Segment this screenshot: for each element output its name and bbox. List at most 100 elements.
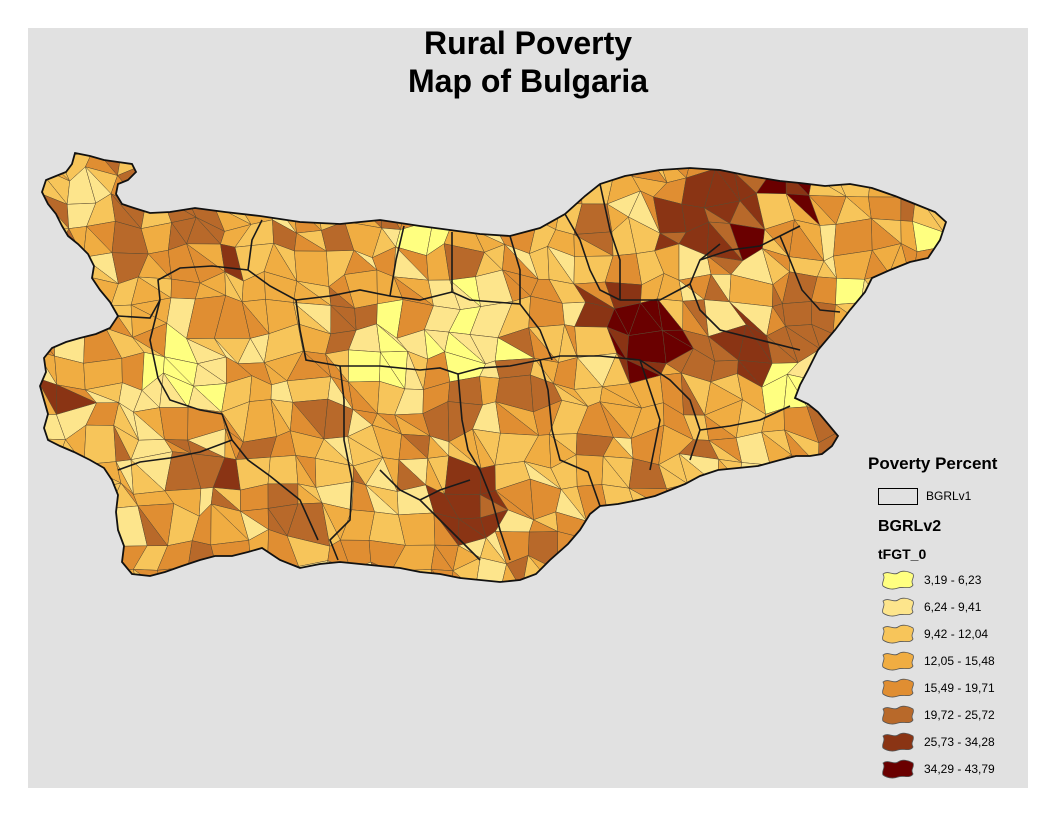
municipality-polygon [789,570,815,582]
municipality-polygon [936,296,946,338]
province-boundary-line [699,225,801,261]
municipality-polygon [864,273,890,310]
municipality-polygon [40,534,69,571]
municipality-polygon [738,462,771,482]
municipality-polygon [313,153,343,178]
municipality-polygon [899,375,922,417]
municipality-polygon [835,278,865,305]
municipality-polygon [401,167,423,198]
municipality-polygon [40,508,69,548]
municipality-polygon [406,196,434,221]
province-boundary-line [451,232,553,361]
municipality-polygon [806,378,851,412]
municipality-polygon [936,296,946,334]
legend-class-label: 3,19 - 6,23 [924,573,982,587]
municipality-polygon [682,483,721,522]
municipality-polygon [219,173,243,200]
municipality-polygon [40,451,62,478]
municipality-polygon [834,531,864,571]
province-boundary-line [379,469,471,501]
municipality-polygon [471,153,500,174]
municipality-polygon [500,563,523,582]
municipality-polygon [809,153,850,174]
municipality-polygon [156,566,202,582]
municipality-polygon [404,153,436,168]
municipality-polygon [288,174,317,204]
municipality-polygon [418,166,459,203]
municipality-polygon [884,153,929,174]
municipality-polygon [791,454,824,491]
municipality-polygon [245,153,278,179]
municipality-polygon [445,153,472,174]
municipality-polygon [734,153,770,176]
municipality-polygon [131,153,176,171]
municipality-polygon [885,337,918,362]
municipality-polygon [765,569,797,582]
province-boundary-line [539,359,601,507]
municipality-polygon [860,278,887,309]
municipality-polygon [277,153,302,176]
municipality-polygon [292,202,322,234]
municipality-polygon [834,153,873,174]
municipality-polygon [58,534,83,564]
province-boundary-line [247,219,263,271]
municipality-polygon [380,194,401,230]
municipality-polygon [159,407,189,441]
municipality-polygon [922,165,946,209]
municipality-polygon [923,531,946,571]
municipality-polygon [452,166,486,203]
municipality-polygon [832,304,877,335]
municipality-polygon [890,415,922,444]
municipality-polygon [452,200,486,231]
municipality-polygon [740,563,771,582]
municipality-polygon [64,274,84,303]
municipality-polygon [836,531,868,565]
municipality-polygon [848,153,873,167]
municipality-polygon [556,557,578,582]
municipality-polygon [83,461,122,484]
municipality-polygon [761,479,794,510]
municipality-polygon [842,352,869,380]
municipality-polygon [213,173,236,206]
municipality-polygon [864,153,886,174]
municipality-polygon [40,569,59,582]
municipality-polygon [719,507,748,532]
municipality-polygon [418,153,454,168]
municipality-polygon [943,190,946,233]
municipality-polygon [381,170,408,201]
municipality-polygon [885,351,922,384]
municipality-polygon [864,153,904,174]
municipality-polygon [288,153,315,176]
municipality-polygon [498,166,538,209]
legend-layer1-label: BGRLv1 [926,489,972,503]
municipality-polygon [663,567,688,582]
country-border [39,151,948,583]
municipality-polygon [603,529,636,574]
municipality-polygon [474,557,507,582]
municipality-polygon [241,555,272,582]
municipality-polygon [951,532,972,571]
municipality-polygon [288,174,317,192]
municipality-polygon [471,168,507,209]
municipality-polygon [755,480,790,510]
municipality-polygon [162,169,185,199]
province-boundary-line [295,289,453,301]
municipality-polygon [871,354,903,376]
municipality-polygon [530,165,562,204]
municipality-polygon [40,305,55,334]
municipality-polygon [813,528,835,571]
municipality-polygon [912,296,943,338]
legend-class-label: 12,05 - 15,48 [924,654,995,668]
municipality-polygon [471,172,507,209]
municipality-polygon [809,511,839,533]
municipality-polygon [954,148,972,178]
municipality-polygon [940,378,946,408]
municipality-polygon [602,153,642,177]
municipality-polygon [52,257,84,276]
municipality-polygon [667,509,687,545]
municipality-polygon [740,563,767,582]
municipality-polygon [312,174,356,204]
municipality-polygon [662,568,679,582]
municipality-polygon [313,174,356,204]
